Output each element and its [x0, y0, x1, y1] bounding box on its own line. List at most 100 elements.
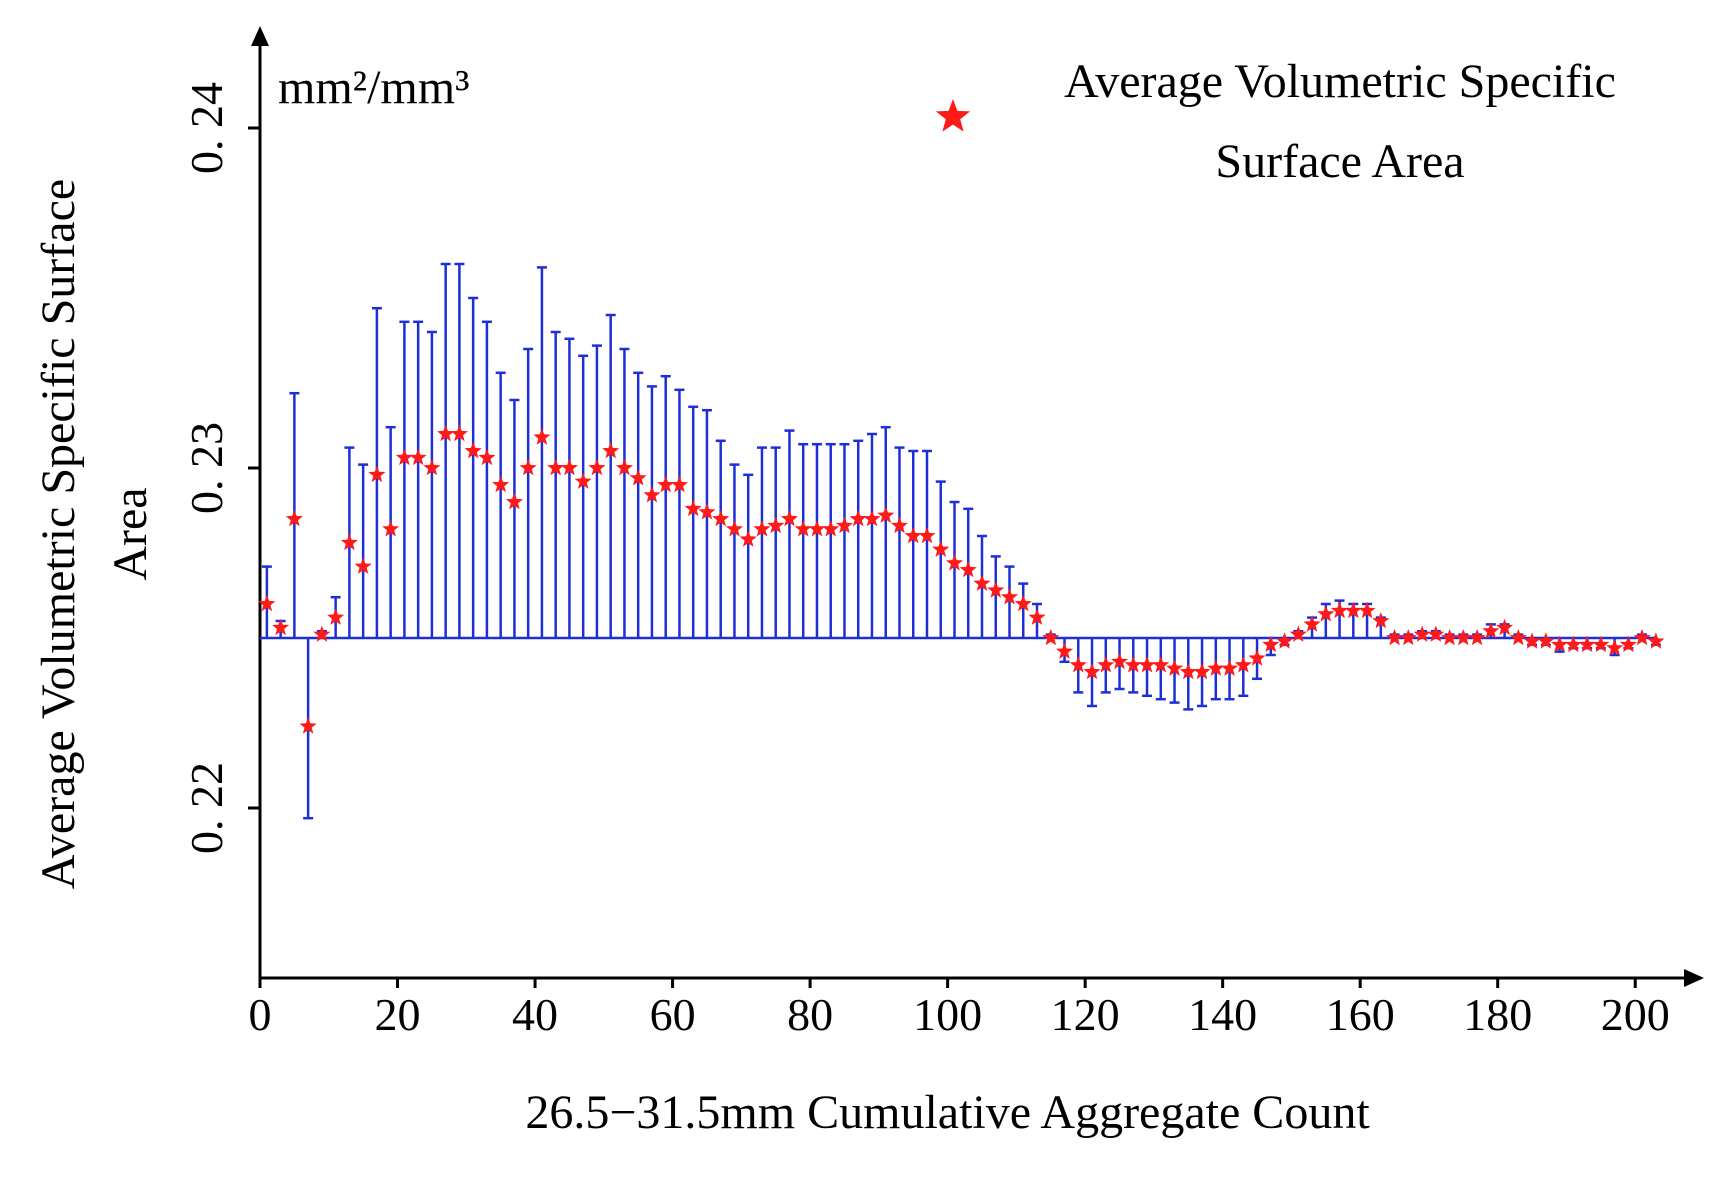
- point: [1496, 618, 1514, 636]
- point: [877, 506, 895, 523]
- point: [1221, 659, 1239, 676]
- point: [808, 520, 826, 537]
- point: [1537, 632, 1555, 649]
- point: [1124, 656, 1142, 673]
- point: [1331, 601, 1349, 619]
- point: [285, 510, 303, 527]
- point: [574, 472, 592, 489]
- point: [258, 595, 276, 612]
- x-tick-label: 40: [512, 989, 558, 1040]
- x-tick-label: 120: [1051, 989, 1120, 1040]
- legend-marker: [935, 99, 971, 132]
- point: [1179, 663, 1197, 680]
- point: [822, 520, 840, 537]
- point: [1399, 629, 1417, 646]
- point: [987, 581, 1005, 598]
- point: [1523, 632, 1541, 649]
- x-tick-label: 160: [1326, 989, 1395, 1040]
- point: [1234, 656, 1252, 673]
- point: [1427, 625, 1445, 642]
- point: [1083, 663, 1101, 680]
- y-tick-label: 0. 24: [181, 82, 232, 174]
- point: [1564, 635, 1582, 653]
- y-unit: mm²/mm³: [278, 61, 470, 114]
- point: [959, 561, 977, 578]
- point: [767, 516, 785, 534]
- point: [1441, 629, 1459, 646]
- point: [1138, 656, 1156, 673]
- point: [904, 527, 922, 544]
- point: [560, 459, 578, 476]
- point: [437, 425, 455, 442]
- point: [698, 503, 716, 520]
- legend-label: Average Volumetric Specific Surface Area: [1064, 55, 1616, 188]
- point: [327, 608, 345, 625]
- point: [354, 557, 372, 574]
- x-tick-label: 100: [913, 989, 982, 1040]
- point: [313, 625, 331, 642]
- point: [1262, 635, 1280, 653]
- point: [1386, 629, 1404, 646]
- point: [1606, 639, 1624, 656]
- point: [1551, 635, 1569, 653]
- point: [1069, 656, 1087, 673]
- point: [1152, 656, 1170, 673]
- y-axis-label: Average Volumetric Specific Surface Area: [32, 178, 157, 890]
- x-tick-label: 140: [1188, 989, 1257, 1040]
- point: [1000, 588, 1019, 605]
- point: [409, 448, 427, 466]
- point: [478, 448, 496, 466]
- point: [794, 520, 812, 537]
- point: [629, 469, 647, 486]
- y-tick-label: 0. 23: [181, 422, 232, 514]
- point: [973, 574, 991, 591]
- point: [368, 465, 386, 483]
- point: [272, 618, 290, 636]
- point: [890, 516, 908, 534]
- point: [615, 459, 633, 476]
- point: [1207, 659, 1225, 676]
- point: [519, 459, 537, 476]
- point: [1358, 601, 1376, 619]
- point: [450, 425, 468, 442]
- point: [1303, 615, 1321, 632]
- point: [712, 510, 730, 527]
- point: [1578, 635, 1596, 653]
- point: [684, 499, 702, 517]
- point: [753, 520, 771, 537]
- point: [1468, 629, 1486, 646]
- x-axis-label: 26.5−31.5mm Cumulative Aggregate Count: [525, 1086, 1370, 1139]
- point: [464, 442, 482, 459]
- point: [657, 476, 675, 493]
- point: [780, 510, 798, 527]
- point: [1454, 629, 1472, 646]
- point: [1289, 625, 1307, 642]
- point: [918, 527, 936, 544]
- point: [739, 530, 757, 547]
- point: [1413, 625, 1431, 642]
- point: [1248, 649, 1266, 666]
- point: [932, 540, 950, 557]
- point: [547, 459, 565, 476]
- point: [670, 476, 688, 493]
- point: [1317, 605, 1335, 622]
- point: [588, 459, 606, 476]
- point: [1111, 652, 1129, 670]
- point: [602, 442, 620, 459]
- point: [395, 448, 413, 466]
- point: [1482, 622, 1500, 639]
- point: [1372, 612, 1390, 629]
- point: [533, 428, 551, 445]
- point: [1619, 635, 1637, 653]
- point: [423, 459, 441, 476]
- point: [505, 493, 523, 510]
- x-tick-label: 180: [1463, 989, 1532, 1040]
- y-tick-label: 0. 22: [181, 762, 232, 854]
- point: [1097, 656, 1115, 673]
- x-tick-label: 80: [787, 989, 833, 1040]
- point: [1014, 595, 1032, 612]
- point: [1193, 663, 1211, 680]
- point: [1166, 659, 1184, 676]
